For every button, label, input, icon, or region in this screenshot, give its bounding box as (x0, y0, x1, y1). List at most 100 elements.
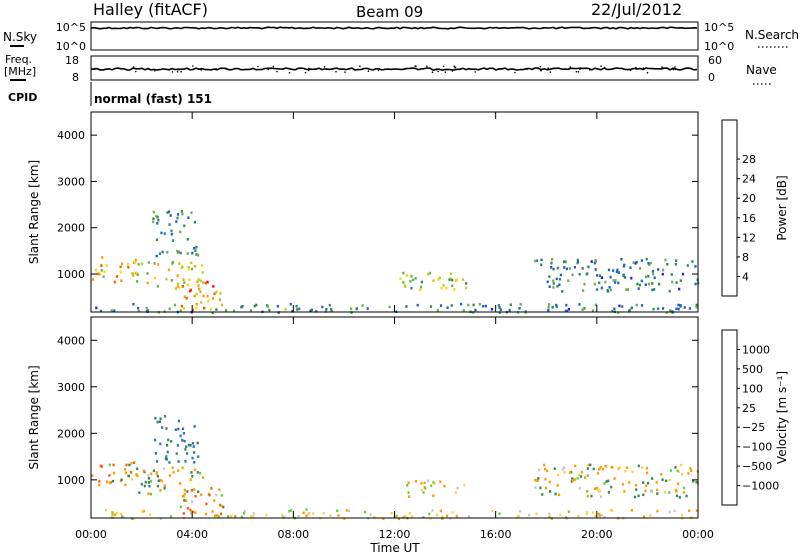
radar-cell (147, 481, 150, 484)
radar-cell (559, 273, 562, 277)
radar-cell (674, 263, 677, 266)
radar-cell (656, 492, 659, 495)
radar-cell (119, 270, 122, 274)
radar-cell (134, 261, 137, 264)
radar-cell (607, 479, 610, 483)
radar-cell (328, 303, 331, 307)
radar-cell (186, 507, 190, 510)
radar-cell (573, 478, 577, 481)
radar-cell (183, 281, 186, 284)
radar-cell (596, 472, 600, 475)
radar-cell (614, 279, 617, 282)
radar-cell (579, 475, 582, 478)
velocity-cells (91, 415, 699, 521)
radar-cell (534, 259, 537, 263)
radar-cell (591, 309, 595, 313)
nave-point (577, 71, 580, 73)
nave-point (579, 68, 581, 71)
radar-cell (307, 513, 310, 516)
freq-unit-label: [MHz] (4, 65, 36, 78)
radar-cell (194, 511, 197, 515)
radar-cell (283, 515, 286, 519)
radar-cell (455, 514, 458, 518)
radar-cell (154, 438, 157, 442)
nsky-tick-bottom: 10^0 (56, 40, 86, 53)
radar-cell (211, 297, 215, 300)
radar-cell (613, 281, 617, 284)
radar-cell (658, 282, 661, 286)
radar-cell (678, 287, 681, 291)
radar-cell (611, 309, 614, 313)
radar-cell (561, 290, 564, 293)
radar-cell (456, 486, 459, 490)
radar-cell (668, 478, 671, 482)
x-axis-label: Time UT (369, 541, 420, 554)
radar-cell (161, 426, 164, 429)
radar-cell (156, 420, 159, 424)
radar-cell (160, 231, 163, 235)
radar-cell (675, 490, 678, 493)
radar-cell (681, 272, 685, 276)
radar-cell (498, 311, 501, 314)
radar-cell (167, 268, 170, 272)
y-tick-label: 4000 (57, 129, 85, 142)
nave-point (257, 65, 259, 68)
radar-cell (250, 515, 253, 518)
radar-cell (671, 280, 674, 284)
radar-cell (135, 473, 138, 476)
radar-cell (607, 268, 611, 272)
nave-point (552, 67, 555, 69)
radar-cell (191, 475, 194, 478)
radar-cell (186, 238, 189, 241)
radar-cell (498, 306, 501, 309)
radar-cell (204, 281, 207, 285)
radar-cell (201, 271, 204, 274)
radar-cell (113, 471, 116, 475)
nave-point (359, 65, 361, 67)
nave-point (272, 65, 275, 68)
radar-cell (222, 505, 225, 509)
radar-cell (355, 307, 358, 310)
radar-cell (173, 303, 177, 307)
nave-point (451, 70, 454, 72)
velocity-y-ticks: 1000 2000 3000 4000 (57, 334, 698, 487)
nave-point (93, 67, 96, 70)
radar-cell (618, 466, 621, 469)
radar-cell (428, 512, 431, 516)
radar-cell (679, 304, 682, 307)
radar-cell (168, 474, 172, 477)
radar-cell (433, 482, 436, 485)
radar-cell (190, 512, 193, 515)
x-tick-label: 20:00 (581, 528, 613, 541)
radar-cell (540, 258, 543, 262)
x-tick-label: 04:00 (176, 528, 208, 541)
radar-cell (565, 303, 568, 307)
radar-cell (132, 302, 135, 306)
radar-cell (647, 262, 650, 265)
radar-cell (165, 458, 168, 461)
y-tick-label: 4000 (57, 334, 85, 347)
radar-cell (567, 308, 570, 311)
radar-cell (583, 307, 586, 310)
radar-cell (576, 258, 579, 262)
nave-point (629, 69, 632, 72)
radar-cell (183, 295, 186, 298)
radar-cell (406, 274, 409, 277)
radar-cell (465, 282, 468, 285)
radar-cell (147, 492, 150, 495)
radar-cell (422, 491, 425, 494)
radar-cell (402, 281, 405, 284)
radar-cell (166, 450, 169, 454)
radar-cell (152, 220, 155, 224)
radar-cell (567, 279, 570, 282)
nsearch-tick-bottom: 10^0 (704, 40, 734, 53)
radar-cell (211, 510, 214, 513)
radar-cell (125, 463, 128, 467)
radar-cell (596, 487, 599, 490)
radar-cell (159, 478, 162, 482)
radar-cell (615, 270, 618, 274)
radar-cell (692, 480, 695, 483)
radar-cell (576, 260, 580, 264)
radar-cell (170, 440, 173, 443)
radar-cell (429, 305, 433, 308)
